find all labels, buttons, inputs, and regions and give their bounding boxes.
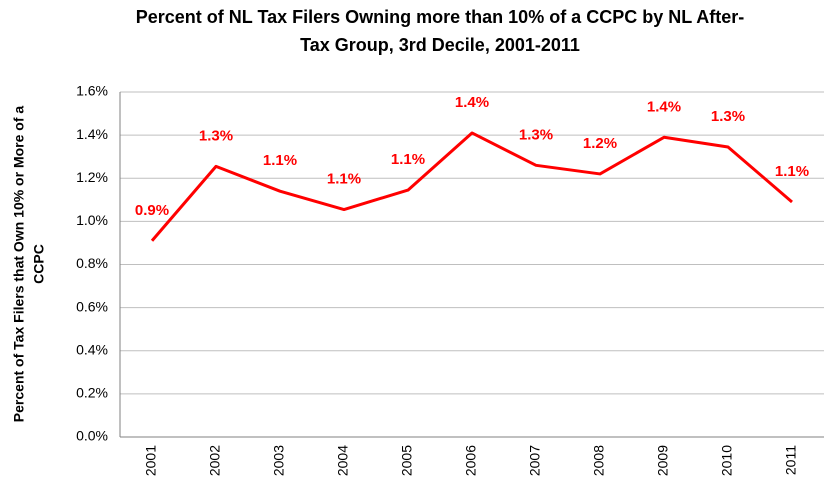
data-label: 1.3%	[711, 108, 745, 125]
data-label: 1.1%	[327, 170, 361, 187]
data-label: 1.1%	[391, 151, 425, 168]
data-label: 1.3%	[519, 126, 553, 143]
y-tick-label: 0.2%	[76, 385, 108, 401]
data-label: 1.1%	[263, 152, 297, 169]
x-tick-label: 2001	[143, 445, 159, 476]
x-tick-label: 2011	[783, 445, 799, 475]
y-tick-label: 1.6%	[76, 83, 108, 99]
data-label: 0.9%	[135, 202, 169, 219]
data-label: 1.4%	[455, 94, 489, 111]
y-tick-label: 1.2%	[76, 169, 108, 185]
x-tick-label: 2010	[719, 445, 735, 476]
y-axis-label: CCPC	[31, 244, 47, 284]
y-tick-label: 0.6%	[76, 298, 108, 314]
data-label: 1.4%	[647, 98, 681, 115]
x-tick-label: 2004	[335, 445, 351, 476]
x-tick-label: 2005	[399, 445, 415, 476]
y-tick-label: 0.4%	[76, 341, 108, 357]
x-tick-label: 2008	[591, 445, 607, 476]
x-tick-label: 2002	[207, 445, 223, 476]
chart-title: Tax Group, 3rd Decile, 2001-2011	[300, 35, 580, 55]
data-label: 1.1%	[775, 163, 809, 180]
x-tick-label: 2007	[527, 445, 543, 476]
x-tick-label: 2006	[463, 445, 479, 476]
data-label: 1.3%	[199, 127, 233, 144]
y-tick-label: 0.0%	[76, 428, 108, 444]
x-tick-label: 2003	[271, 445, 287, 476]
data-label: 1.2%	[583, 135, 617, 152]
y-tick-label: 1.4%	[76, 126, 108, 142]
line	[150, 131, 793, 242]
y-tick-label: 0.8%	[76, 255, 108, 271]
y-tick-label: 1.0%	[76, 212, 108, 228]
chart-title: Percent of NL Tax Filers Owning more tha…	[136, 7, 744, 27]
x-tick-label: 2009	[655, 445, 671, 476]
y-axis-label: Percent of Tax Filers that Own 10% or Mo…	[11, 106, 27, 423]
